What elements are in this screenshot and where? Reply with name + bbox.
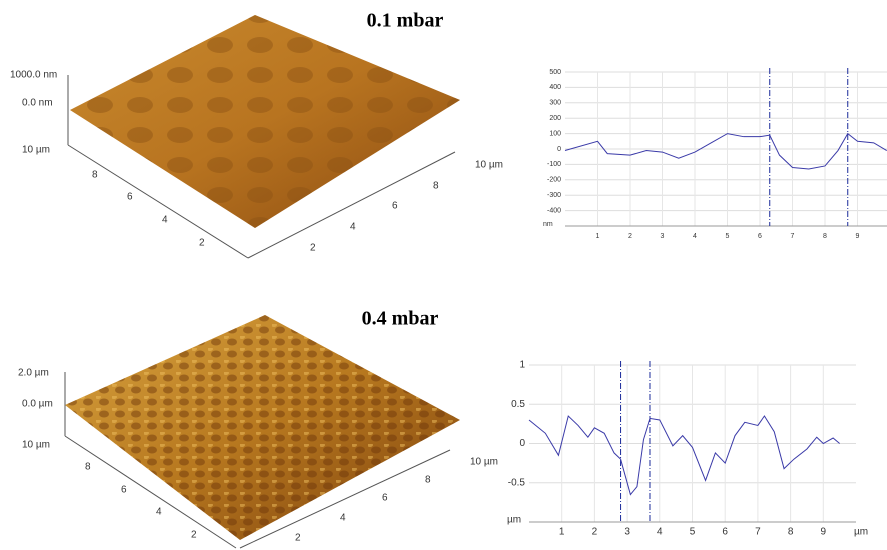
x-axis-label: 10 µm [475, 160, 503, 171]
y-axis-label: 8 [92, 170, 98, 181]
y-tick-label: 0 [519, 438, 525, 449]
y-tick-label: 400 [549, 84, 561, 91]
profile-line [564, 132, 887, 170]
y-tick-label: -200 [547, 177, 561, 184]
x-tick-label: 3 [661, 233, 665, 240]
z-axis-label: 1000.0 nm [10, 70, 57, 81]
z-axis-label: 2.0 µm [18, 368, 49, 379]
panel-title: 0.4 mbar [362, 308, 439, 330]
surface-3d [67, 15, 460, 259]
x-axis-title: µm [854, 527, 868, 538]
x-tick-label: 9 [856, 233, 860, 240]
y-axis-label: 6 [127, 192, 133, 203]
x-tick-label: 3 [624, 527, 630, 538]
x-tick-label: 4 [693, 233, 697, 240]
x-axis-label: 2 [295, 533, 301, 544]
y-axis-label: 2 [199, 238, 205, 249]
y-tick-label: 0 [557, 146, 561, 153]
x-tick-label: 5 [726, 233, 730, 240]
x-axis-label: 10 µm [470, 457, 498, 468]
y-tick-label: 500 [549, 69, 561, 76]
surface-3d [64, 315, 460, 549]
x-tick-label: 8 [823, 233, 827, 240]
x-tick-label: 2 [592, 527, 598, 538]
x-axis-label: 4 [350, 222, 356, 233]
x-axis-label: 6 [392, 201, 398, 212]
x-axis-label: 4 [340, 513, 346, 524]
x-tick-label: 4 [657, 527, 663, 538]
y-axis-label: 6 [121, 485, 127, 496]
x-tick-label: 1 [596, 233, 600, 240]
y-tick-label: -300 [547, 192, 561, 199]
y-tick-label: -100 [547, 161, 561, 168]
z-axis-label: 0.0 nm [22, 98, 53, 109]
y-axis-label: 4 [162, 215, 168, 226]
panel-title: 0.1 mbar [367, 10, 444, 32]
y-axis-title: nm [543, 221, 553, 228]
y-axis-label: 4 [156, 507, 162, 518]
y-axis-label: 2 [191, 530, 197, 541]
profile-line [528, 415, 840, 496]
x-axis-label: 6 [382, 493, 388, 504]
y-axis-label: 10 µm [22, 145, 50, 156]
y-tick-label: 200 [549, 115, 561, 122]
x-tick-label: 8 [788, 527, 794, 538]
x-axis-label: 8 [425, 475, 431, 486]
y-axis-label: 8 [85, 462, 91, 473]
x-tick-label: 6 [722, 527, 728, 538]
y-tick-label: 0.5 [511, 399, 525, 410]
x-tick-label: 1 [559, 527, 565, 538]
x-tick-label: 5 [690, 527, 696, 538]
x-tick-label: 7 [755, 527, 761, 538]
x-tick-label: 7 [791, 233, 795, 240]
x-tick-label: 2 [628, 233, 632, 240]
y-tick-label: -0.5 [508, 477, 526, 488]
y-tick-label: 300 [549, 100, 561, 107]
y-axis-label: 10 µm [22, 440, 50, 451]
x-tick-label: 9 [821, 527, 827, 538]
x-axis-label: 8 [433, 181, 439, 192]
y-tick-label: 100 [549, 130, 561, 137]
x-tick-label: 6 [758, 233, 762, 240]
x-axis-label: 2 [310, 243, 316, 254]
z-axis-label: 0.0 µm [22, 399, 53, 410]
y-tick-label: -400 [547, 207, 561, 214]
y-axis-title: µm [507, 515, 521, 526]
y-tick-label: 1 [519, 360, 525, 371]
